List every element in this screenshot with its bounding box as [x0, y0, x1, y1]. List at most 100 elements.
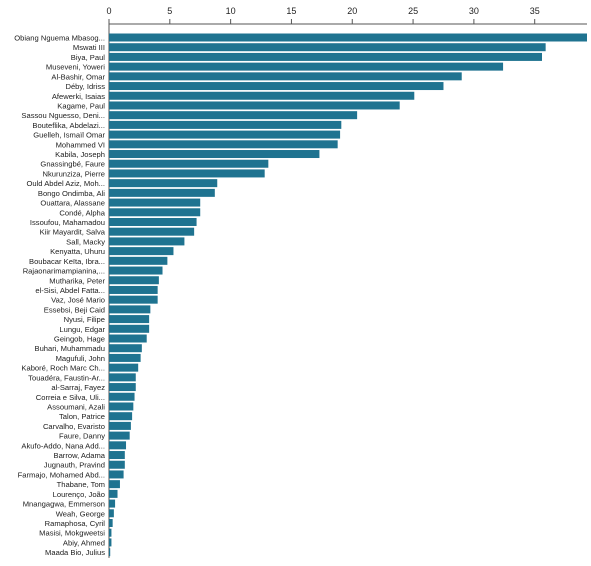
category-label: Gnassingbé, Faure: [40, 160, 105, 169]
category-label: Abiy, Ahmed: [63, 538, 105, 547]
bar: [109, 489, 118, 498]
bar: [109, 159, 269, 168]
category-label: Kabila, Joseph: [55, 150, 105, 159]
bar: [109, 179, 218, 188]
bar: [109, 208, 201, 217]
category-label: Ramaphosa, Cyril: [45, 519, 106, 528]
bar: [109, 247, 174, 256]
x-tick-label: 35: [530, 6, 540, 16]
bar: [109, 528, 112, 537]
x-tick-label: 30: [469, 6, 479, 16]
category-label: Ould Abdel Aziz, Moh...: [26, 179, 105, 188]
x-tick-label: 20: [347, 6, 357, 16]
bar: [109, 198, 201, 207]
bar: [109, 91, 415, 100]
category-label: Kagame, Paul: [57, 101, 105, 110]
category-label: Sassou Nguesso, Deni...: [21, 111, 105, 120]
bar: [109, 421, 131, 430]
bar: [109, 120, 342, 129]
bar: [109, 111, 358, 120]
category-label: Issoufou, Mahamadou: [30, 218, 105, 227]
bar: [109, 480, 120, 489]
bar: [109, 499, 116, 508]
bar: [109, 412, 133, 421]
category-label: Thabane, Tom: [57, 480, 105, 489]
category-label: Nyusi, Filipe: [64, 315, 105, 324]
bar: [109, 334, 147, 343]
category-label: Maada Bio, Julius: [45, 548, 105, 557]
category-label: Sall, Macky: [66, 237, 105, 246]
category-label: Mnangagwa, Emmerson: [23, 500, 105, 509]
category-label: Museveni, Yoweri: [46, 63, 105, 72]
category-label: Boubacar Keïta, Ibra...: [29, 257, 105, 266]
category-label: Geingob, Hage: [54, 335, 105, 344]
category-label: Condé, Alpha: [59, 208, 105, 217]
bar: [109, 324, 150, 333]
bar: [109, 344, 142, 353]
bar: [109, 130, 341, 139]
category-label: Obiang Nguema Mbasog...: [14, 34, 105, 43]
bar: [109, 451, 125, 460]
bar: [109, 33, 587, 42]
category-label: Kaboré, Roch Marc Ch...: [21, 364, 105, 373]
bar: [109, 295, 158, 304]
bar: [109, 548, 111, 557]
category-label: Masisi, Mokgweetsi: [39, 529, 105, 538]
x-tick-label: 0: [106, 6, 111, 16]
category-label: Nkurunziza, Pierre: [43, 169, 105, 178]
category-label: Lungu, Edgar: [59, 325, 105, 334]
category-label: Mutharika, Peter: [49, 276, 105, 285]
bar: [109, 470, 124, 479]
category-label: Ouattara, Alassane: [40, 199, 105, 208]
bar: [109, 460, 125, 469]
bar: [109, 305, 151, 314]
bar: [109, 285, 158, 294]
category-label: Déby, Idriss: [65, 82, 105, 91]
category-label: Talon, Patrice: [59, 412, 105, 421]
category-label: Kenyatta, Uhuru: [50, 247, 105, 256]
bar: [109, 519, 113, 527]
category-label: Farmajo, Mohamed Abd...: [18, 470, 105, 479]
category-label: Buhari, Muhammadu: [35, 344, 106, 353]
bar: [109, 72, 462, 81]
bar: [109, 402, 134, 411]
x-tick-label: 10: [226, 6, 236, 16]
category-label: Kiir Mayardit, Salva: [40, 228, 106, 237]
category-label: Mohammed VI: [56, 140, 105, 149]
bar: [109, 150, 320, 159]
category-label: Afewerki, Isaias: [52, 92, 105, 101]
bar: [109, 188, 215, 197]
category-label: Barrow, Adama: [54, 451, 106, 460]
bar: [109, 43, 546, 52]
category-label: Al-Bashir, Omar: [51, 72, 105, 81]
category-label: Essebsi, Beji Caid: [44, 305, 105, 314]
category-label: Rajaonarimampianina,...: [23, 267, 105, 276]
category-label: Touadéra, Faustin-Ar...: [28, 373, 105, 382]
bar: [109, 169, 265, 178]
bar: [109, 82, 444, 91]
category-label: Biya, Paul: [71, 53, 106, 62]
bar: [109, 383, 136, 392]
bar: [109, 217, 197, 226]
category-label: Bouteflika, Abdelazi...: [32, 121, 105, 130]
category-label: Guelleh, Ismaïl Omar: [33, 131, 105, 140]
category-label: Carvalho, Evaristo: [43, 422, 105, 431]
category-label: Weah, George: [56, 509, 105, 518]
category-label: Mswati III: [73, 43, 105, 52]
bar: [109, 101, 400, 110]
x-tick-label: 15: [286, 6, 296, 16]
bar: [109, 266, 163, 275]
bar: [109, 509, 114, 518]
category-label: Lourenço, João: [53, 490, 105, 499]
category-label: Vaz, José Mario: [51, 296, 105, 305]
category-label: Bongo Ondimba, Ali: [38, 189, 105, 198]
x-tick-label: 5: [167, 6, 172, 16]
x-tick-label: 25: [408, 6, 418, 16]
bar: [109, 140, 338, 149]
bar: [109, 237, 185, 246]
category-label: Correia e Silva, Uli...: [36, 393, 105, 402]
bar: [109, 315, 150, 324]
bar: [109, 392, 135, 401]
